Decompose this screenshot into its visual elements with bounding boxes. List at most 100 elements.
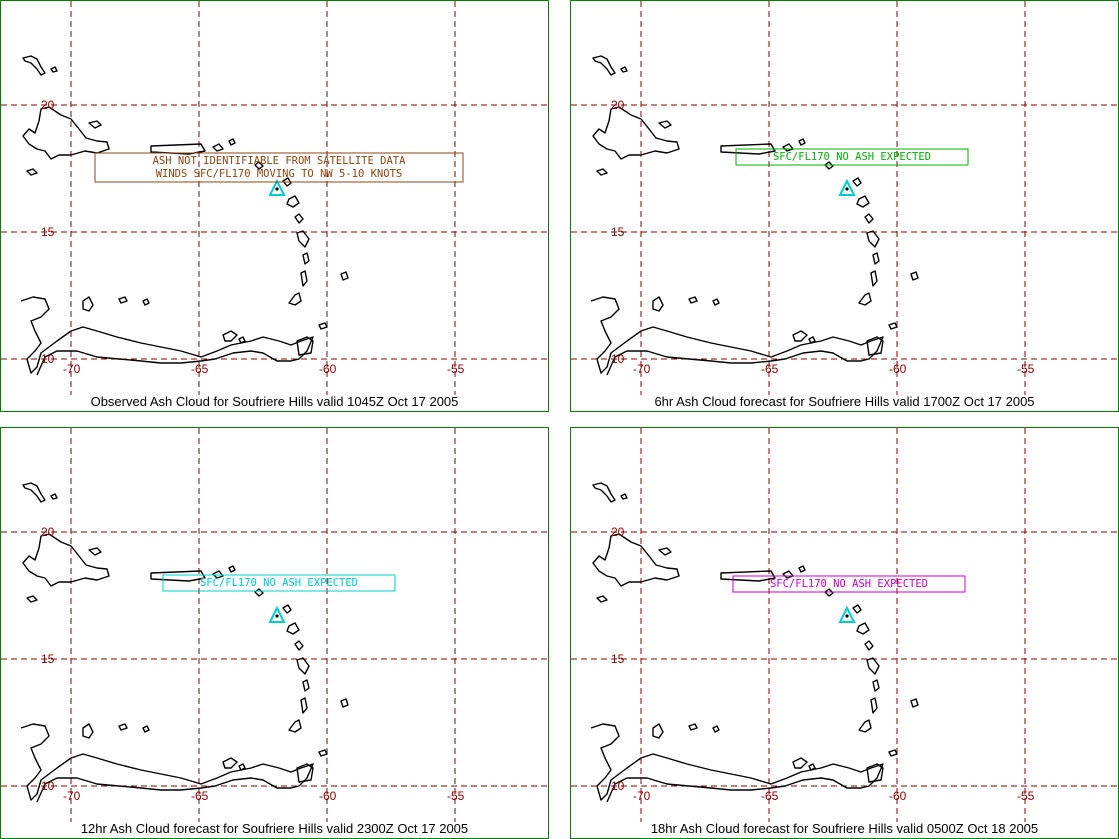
latitude-label: 15 bbox=[41, 225, 55, 239]
coastline bbox=[22, 55, 46, 76]
coastline bbox=[888, 322, 898, 330]
latitude-label: 10 bbox=[611, 352, 625, 366]
latitude-label: 20 bbox=[611, 525, 625, 539]
coastline bbox=[254, 588, 264, 597]
coastline bbox=[50, 66, 58, 73]
coastline bbox=[340, 271, 349, 281]
coastline bbox=[282, 177, 292, 187]
coastlines bbox=[590, 482, 919, 803]
coastline bbox=[26, 595, 38, 603]
coastline bbox=[852, 604, 862, 614]
coastline bbox=[296, 230, 310, 248]
longitude-label: -60 bbox=[319, 362, 337, 376]
coastline bbox=[864, 213, 874, 224]
coastline bbox=[238, 763, 246, 771]
ash-advisory-box: SFC/FL170 NO ASH EXPECTED bbox=[735, 148, 969, 166]
longitude-label: -60 bbox=[889, 362, 907, 376]
longitude-label: -65 bbox=[191, 362, 209, 376]
coastline bbox=[318, 322, 328, 330]
coastline bbox=[150, 570, 206, 582]
longitude-label: -65 bbox=[761, 789, 779, 803]
advisory-text-line: WINDS SFC/FL170 MOVING TO NW 5-10 KNOTS bbox=[156, 168, 403, 180]
coastline bbox=[688, 723, 698, 731]
coastline bbox=[238, 336, 246, 344]
map-canvas: 20 15 10 -70 -65 -60 -55 SFC/FL170 NO ASH EXPEC… bbox=[571, 1, 1118, 395]
coastline bbox=[782, 143, 794, 152]
longitude-label: -65 bbox=[761, 362, 779, 376]
panel-caption: 12hr Ash Cloud forecast for Soufriere Hi… bbox=[80, 821, 469, 836]
panel-caption: 18hr Ash Cloud forecast for Soufriere Hi… bbox=[650, 821, 1039, 836]
map-canvas: 20 15 10 -70 -65 -60 -55 SFC/FL170 NO ASH EXPEC… bbox=[1, 428, 548, 822]
coastline bbox=[782, 570, 794, 579]
coastline bbox=[22, 106, 110, 160]
ash-advisory-box: SFC/FL170 NO ASH EXPECTED bbox=[732, 575, 966, 593]
coastline bbox=[712, 298, 720, 306]
advisory-text-line: SFC/FL170 NO ASH EXPECTED bbox=[770, 578, 928, 590]
coastline bbox=[652, 723, 664, 739]
12hr-forecast-panel: 20 15 10 -70 -65 -60 -55 SFC/FL170 NO ASH EXPEC… bbox=[0, 427, 549, 839]
coastline bbox=[858, 292, 872, 306]
ash-advisory-box: ASH NOT IDENTIFIABLE FROM SATELLITE DATA… bbox=[94, 152, 464, 183]
coastline bbox=[88, 120, 102, 129]
coastline bbox=[592, 55, 616, 76]
coastlines bbox=[590, 55, 919, 376]
lat-lon-grid bbox=[1, 1, 548, 395]
coastline bbox=[798, 138, 806, 146]
coastline bbox=[222, 757, 238, 769]
latitude-label: 20 bbox=[41, 525, 55, 539]
6hr-forecast-panel: 20 15 10 -70 -65 -60 -55 SFC/FL170 NO ASH EXPEC… bbox=[570, 0, 1119, 412]
observed-ash-cloud-panel: 20 15 10 -70 -65 -60 -55 ASH NOT IDENTIFIABLE F… bbox=[0, 0, 549, 412]
coastline bbox=[592, 106, 680, 160]
panel-caption: 6hr Ash Cloud forecast for Soufriere Hil… bbox=[654, 394, 1035, 409]
coastline bbox=[688, 296, 698, 304]
longitude-label: -70 bbox=[63, 362, 81, 376]
18hr-forecast-panel: 20 15 10 -70 -65 -60 -55 SFC/FL170 NO ASH EXPEC… bbox=[570, 427, 1119, 839]
coastline bbox=[302, 679, 310, 692]
coastline bbox=[228, 138, 236, 146]
advisory-box-outline bbox=[735, 148, 969, 166]
coastline bbox=[620, 493, 628, 500]
coastline bbox=[866, 763, 884, 783]
coastline bbox=[870, 697, 878, 714]
longitude-label: -55 bbox=[447, 789, 465, 803]
coastline bbox=[318, 749, 328, 757]
coastline bbox=[222, 330, 238, 342]
coastline bbox=[288, 719, 302, 733]
coastline bbox=[592, 533, 680, 587]
latitude-label: 15 bbox=[611, 652, 625, 666]
coastline bbox=[866, 230, 880, 248]
coastline bbox=[300, 270, 308, 287]
latitude-label: 15 bbox=[41, 652, 55, 666]
latitude-label: 20 bbox=[611, 98, 625, 112]
coastline bbox=[858, 719, 872, 733]
coastline bbox=[142, 725, 150, 733]
coastline bbox=[22, 533, 110, 587]
coastline bbox=[866, 336, 884, 356]
coastline bbox=[288, 292, 302, 306]
longitude-label: -55 bbox=[447, 362, 465, 376]
coastline bbox=[118, 723, 128, 731]
coastline bbox=[792, 330, 808, 342]
volcano-triangle-icon bbox=[268, 178, 286, 196]
coastline bbox=[82, 723, 94, 739]
latitude-label: 20 bbox=[41, 98, 55, 112]
coastline bbox=[870, 270, 878, 287]
map-canvas: 20 15 10 -70 -65 -60 -55 ASH NOT IDENTIFIABLE F… bbox=[1, 1, 548, 395]
coastline bbox=[294, 213, 304, 224]
advisory-box-outline bbox=[94, 152, 464, 183]
volcano-triangle-icon bbox=[838, 178, 856, 196]
coastline bbox=[228, 565, 236, 573]
longitude-label: -60 bbox=[319, 789, 337, 803]
volcano-triangle-icon bbox=[268, 605, 286, 623]
lat-lon-grid bbox=[571, 1, 1118, 395]
latitude-label: 10 bbox=[41, 352, 55, 366]
coastline bbox=[82, 296, 94, 312]
coastlines bbox=[20, 482, 349, 803]
coastline bbox=[212, 570, 224, 579]
longitude-label: -55 bbox=[1017, 789, 1035, 803]
coastline bbox=[824, 161, 834, 170]
coastline bbox=[142, 298, 150, 306]
advisory-box-outline bbox=[732, 575, 966, 593]
coastline bbox=[596, 595, 608, 603]
advisory-text-line: SFC/FL170 NO ASH EXPECTED bbox=[200, 577, 358, 589]
